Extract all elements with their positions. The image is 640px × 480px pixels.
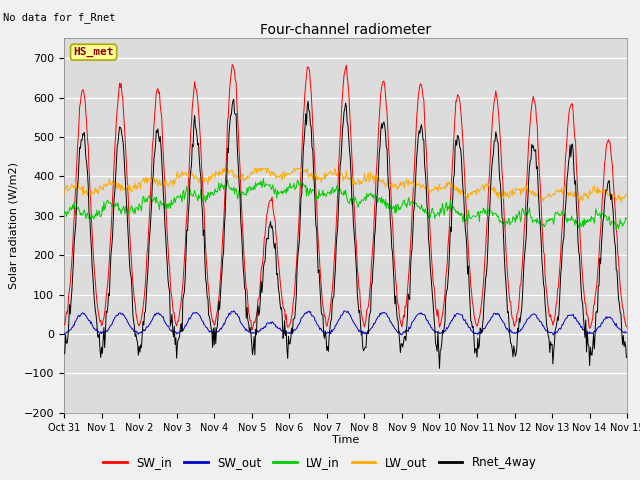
Legend: SW_in, SW_out, LW_in, LW_out, Rnet_4way: SW_in, SW_out, LW_in, LW_out, Rnet_4way [99,452,541,474]
Text: No data for f_Rnet: No data for f_Rnet [3,12,116,23]
Text: HS_met: HS_met [74,47,114,57]
Title: Four-channel radiometer: Four-channel radiometer [260,23,431,37]
X-axis label: Time: Time [332,435,359,445]
Y-axis label: Solar radiation (W/m2): Solar radiation (W/m2) [8,162,18,289]
